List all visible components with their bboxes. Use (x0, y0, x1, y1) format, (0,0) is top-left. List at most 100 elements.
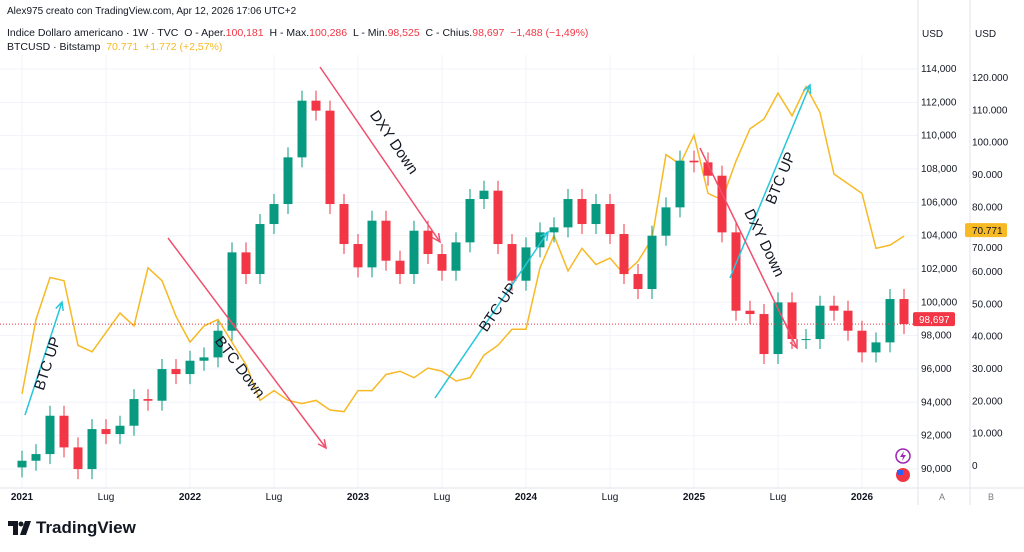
dxy-candle (283, 157, 293, 205)
dxy-last-badge (913, 312, 955, 327)
dxy-candle (591, 204, 601, 225)
dxy-candle (577, 199, 587, 225)
high-label: H - Max. (269, 27, 310, 39)
btc-last: 70.771 (106, 41, 139, 53)
dxy-candle (87, 429, 97, 470)
dxy-candle (843, 310, 853, 331)
arrowhead-icon (317, 439, 328, 450)
change-value: −1,488 (−1,49%) (510, 27, 589, 39)
btc-last-badge (965, 223, 1007, 238)
annotation-label: BTC UP (762, 150, 799, 207)
dxy-candle (297, 100, 307, 158)
dxy-candle (143, 399, 153, 401)
dxy-candle (885, 299, 895, 343)
dxy-candle (899, 299, 909, 325)
x-axis-tick: Lug (770, 492, 787, 503)
tradingview-logo-icon (8, 521, 31, 535)
annotation-label: BTC Down (211, 333, 268, 401)
axis-a-tick: 112,000 (921, 97, 957, 108)
dxy-last-value: 98,697 (919, 315, 950, 326)
dxy-candle (647, 235, 657, 290)
annotation-label: BTC UP (476, 280, 521, 335)
x-axis-tick: Lug (98, 492, 115, 503)
dxy-candle (815, 305, 825, 340)
axis-a-tick: 96,000 (921, 364, 952, 375)
annotation-arrow (167, 237, 327, 449)
x-axis-tick: 2021 (11, 492, 34, 503)
arrowhead-icon (802, 83, 812, 95)
dxy-candle (689, 160, 699, 163)
axis-a-tick: 102,000 (921, 264, 958, 275)
dxy-candle (171, 369, 181, 375)
dxy-candle (465, 199, 475, 243)
dxy-candle (675, 160, 685, 208)
x-axis-tick: Lug (434, 492, 451, 503)
axis-b-tick: 100.000 (972, 138, 1009, 149)
dxy-candle (311, 100, 321, 111)
x-axis-tick: 2026 (851, 492, 874, 503)
axis-b-tick: 50.000 (972, 299, 1003, 310)
dxy-candle (45, 415, 55, 455)
tradingview-logo[interactable]: TradingView (8, 518, 136, 538)
dxy-candle (717, 175, 727, 233)
dxy-candle (857, 330, 867, 353)
axis-b-label: B (988, 492, 994, 502)
dxy-candle (563, 199, 573, 228)
dxy-candle (493, 190, 503, 245)
dxy-candle (241, 252, 251, 275)
dxy-candle (73, 447, 83, 470)
axis-a-label: A (939, 492, 945, 502)
axis-b-tick: 10.000 (972, 429, 1003, 440)
dxy-candle (479, 190, 489, 200)
dxy-candle (745, 310, 755, 315)
axis-a-tick: 110,000 (921, 131, 957, 142)
dxy-candle (367, 220, 377, 268)
open-label: O - Aper. (184, 27, 226, 39)
btc-name: BTCUSD · Bitstamp (7, 41, 101, 53)
low-label: L - Min. (352, 27, 388, 39)
low-value: 98,525 (387, 27, 420, 39)
dxy-candle (255, 224, 265, 275)
dxy-candle (423, 230, 433, 255)
chart-credit: Alex975 creato con TradingView.com, Apr … (7, 6, 297, 17)
btc-last-value: 70.771 (972, 226, 1003, 237)
dxy-candle (731, 232, 741, 311)
dxy-candle (787, 302, 797, 340)
x-axis-tick: Lug (602, 492, 619, 503)
arrowhead-icon (539, 230, 549, 242)
dxy-candle (115, 425, 125, 435)
annotation-label: BTC UP (31, 335, 64, 393)
dxy-name: Indice Dollaro americano · 1W · TVC (7, 27, 179, 39)
dxy-candle (129, 399, 139, 426)
close-value: 98,697 (472, 27, 505, 39)
dxy-candle (381, 220, 391, 261)
dxy-candle (31, 454, 41, 461)
x-axis-tick: 2024 (515, 492, 538, 503)
logo-text: TradingView (36, 518, 136, 537)
axis-a-tick: 106,000 (921, 197, 958, 208)
axis-a-tick: 90,000 (921, 464, 952, 475)
dxy-candle (759, 314, 769, 355)
axis-b-tick: 30.000 (972, 364, 1003, 375)
arrowhead-icon (55, 300, 64, 312)
dxy-candle (871, 342, 881, 353)
dxy-candle (213, 330, 223, 358)
dxy-candle (17, 460, 27, 468)
dxy-candle (703, 162, 713, 176)
dxy-candle (507, 244, 517, 281)
dxy-candle (605, 204, 615, 235)
axis-a-tick: 94,000 (921, 397, 952, 408)
axis-a-tick: 98,000 (921, 331, 952, 342)
axis-b-unit: USD (975, 29, 996, 40)
annotation-arrow (319, 66, 441, 243)
axis-b-tick: 0 (972, 461, 978, 472)
dxy-candle (185, 360, 195, 375)
dxy-candle (661, 207, 671, 236)
axis-b-tick: 20.000 (972, 396, 1003, 407)
axis-b-tick: 90.000 (972, 170, 1003, 181)
annotation-arrow (729, 84, 811, 279)
arrowhead-icon (431, 232, 441, 244)
dxy-candle (409, 230, 419, 275)
axis-b-tick: 120.000 (972, 73, 1009, 84)
